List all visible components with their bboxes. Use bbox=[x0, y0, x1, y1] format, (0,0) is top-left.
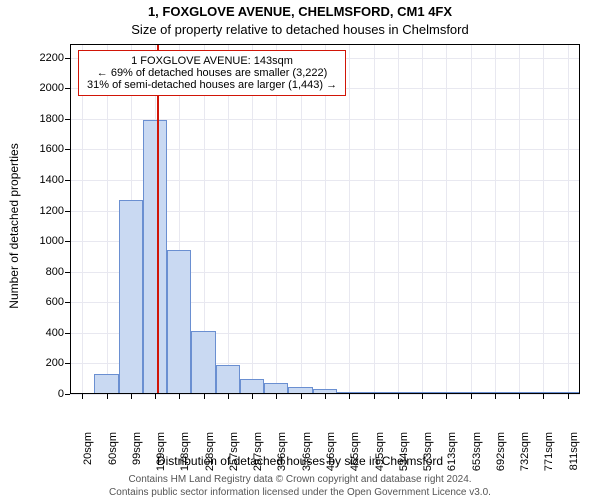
histogram-bar bbox=[240, 379, 264, 394]
gridline-vertical bbox=[398, 44, 399, 394]
gridline-vertical bbox=[325, 44, 326, 394]
ytick-label: 400 bbox=[46, 327, 70, 339]
annotation-line: 31% of semi-detached houses are larger (… bbox=[87, 79, 337, 91]
histogram-bar bbox=[143, 120, 167, 394]
histogram-bar bbox=[410, 392, 434, 394]
gridline-vertical bbox=[422, 44, 423, 394]
xtick-mark bbox=[131, 394, 132, 399]
gridline-vertical bbox=[374, 44, 375, 394]
plot-area: 0200400600800100012001400160018002000220… bbox=[70, 44, 580, 394]
gridline-vertical bbox=[495, 44, 496, 394]
gridline-vertical bbox=[349, 44, 350, 394]
gridline-vertical bbox=[107, 44, 108, 394]
gridline-vertical bbox=[228, 44, 229, 394]
chart-title-line2: Size of property relative to detached ho… bbox=[0, 22, 600, 37]
histogram-bar bbox=[483, 392, 507, 394]
gridline-vertical bbox=[276, 44, 277, 394]
xtick-mark bbox=[422, 394, 423, 399]
chart-title-line1: 1, FOXGLOVE AVENUE, CHELMSFORD, CM1 4FX bbox=[0, 4, 600, 19]
xtick-mark bbox=[325, 394, 326, 399]
gridline-vertical bbox=[446, 44, 447, 394]
footer-line-2: Contains public sector information licen… bbox=[0, 487, 600, 500]
histogram-bar bbox=[555, 392, 579, 394]
x-axis-label: Distribution of detached houses by size … bbox=[0, 454, 600, 468]
xtick-mark bbox=[374, 394, 375, 399]
xtick-mark bbox=[568, 394, 569, 399]
xtick-mark bbox=[228, 394, 229, 399]
gridline-vertical bbox=[519, 44, 520, 394]
xtick-mark bbox=[495, 394, 496, 399]
histogram-bar bbox=[119, 200, 143, 394]
footer-attribution: Contains HM Land Registry data © Crown c… bbox=[0, 474, 600, 499]
xtick-mark bbox=[471, 394, 472, 399]
annotation-line: ← 69% of detached houses are smaller (3,… bbox=[87, 67, 337, 79]
gridline-vertical bbox=[252, 44, 253, 394]
histogram-bar bbox=[167, 250, 191, 394]
histogram-bar bbox=[434, 392, 458, 394]
marker-line bbox=[157, 44, 159, 394]
ytick-label: 0 bbox=[58, 388, 70, 400]
xtick-mark bbox=[107, 394, 108, 399]
ytick-label: 1600 bbox=[40, 143, 70, 155]
ytick-label: 1000 bbox=[40, 235, 70, 247]
histogram-bar bbox=[531, 392, 555, 394]
histogram-bar bbox=[313, 389, 337, 394]
histogram-bar bbox=[337, 392, 361, 394]
xtick-mark bbox=[398, 394, 399, 399]
gridline-vertical bbox=[301, 44, 302, 394]
histogram-bar bbox=[264, 383, 288, 394]
xtick-mark bbox=[179, 394, 180, 399]
y-axis-label: Number of detached properties bbox=[7, 51, 21, 401]
histogram-bar bbox=[216, 365, 240, 394]
gridline-vertical bbox=[471, 44, 472, 394]
ytick-label: 1200 bbox=[40, 205, 70, 217]
ytick-label: 1800 bbox=[40, 113, 70, 125]
xtick-mark bbox=[155, 394, 156, 399]
xtick-mark bbox=[204, 394, 205, 399]
xtick-mark bbox=[252, 394, 253, 399]
annotation-line: 1 FOXGLOVE AVENUE: 143sqm bbox=[87, 55, 337, 67]
histogram-bar bbox=[288, 387, 312, 394]
histogram-bar bbox=[458, 392, 482, 394]
xtick-mark bbox=[82, 394, 83, 399]
ytick-label: 1400 bbox=[40, 174, 70, 186]
xtick-mark bbox=[276, 394, 277, 399]
xtick-mark bbox=[543, 394, 544, 399]
gridline-vertical bbox=[82, 44, 83, 394]
xtick-mark bbox=[349, 394, 350, 399]
chart-container: 1, FOXGLOVE AVENUE, CHELMSFORD, CM1 4FX … bbox=[0, 0, 600, 500]
footer-line-1: Contains HM Land Registry data © Crown c… bbox=[0, 474, 600, 487]
histogram-bar bbox=[94, 374, 118, 394]
gridline-vertical bbox=[568, 44, 569, 394]
ytick-label: 600 bbox=[46, 296, 70, 308]
histogram-bar bbox=[361, 392, 385, 394]
ytick-label: 200 bbox=[46, 357, 70, 369]
histogram-bar bbox=[191, 331, 215, 394]
xtick-mark bbox=[301, 394, 302, 399]
ytick-label: 2000 bbox=[40, 82, 70, 94]
histogram-bar bbox=[386, 392, 410, 394]
histogram-bar bbox=[507, 392, 531, 394]
annotation-box: 1 FOXGLOVE AVENUE: 143sqm← 69% of detach… bbox=[78, 50, 346, 96]
xtick-mark bbox=[519, 394, 520, 399]
ytick-label: 2200 bbox=[40, 52, 70, 64]
gridline-vertical bbox=[543, 44, 544, 394]
xtick-mark bbox=[446, 394, 447, 399]
ytick-label: 800 bbox=[46, 266, 70, 278]
